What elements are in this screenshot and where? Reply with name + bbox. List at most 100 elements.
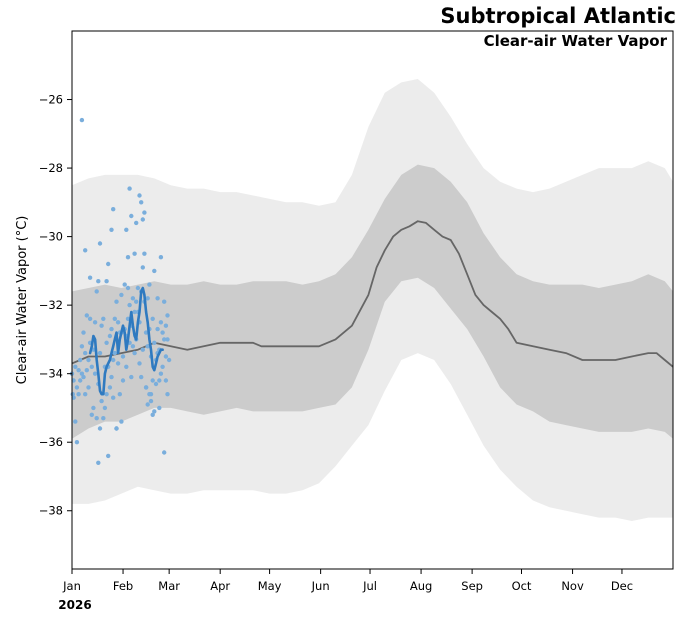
observation-point — [84, 368, 90, 373]
observation-point — [160, 330, 165, 335]
observation-point — [79, 371, 85, 376]
y-tick-label: −32 — [39, 298, 63, 312]
smoothed-2026-line — [88, 286, 164, 396]
observation-point — [76, 392, 81, 397]
observation-point — [83, 392, 88, 397]
year-label: 2026 — [58, 598, 91, 612]
observation-point — [84, 313, 90, 318]
observation-point — [127, 186, 132, 191]
observation-point — [140, 347, 145, 352]
observation-point — [86, 385, 91, 390]
observation-point — [129, 213, 134, 219]
observation-point — [134, 299, 139, 304]
observation-point — [148, 398, 154, 404]
observation-point — [87, 316, 93, 321]
x-tick-label: Dec — [611, 579, 633, 593]
observation-point — [165, 313, 170, 318]
observation-point — [127, 302, 132, 308]
observation-point — [99, 323, 104, 328]
x-tick-label: Oct — [512, 579, 532, 593]
climatology-line — [71, 220, 674, 368]
observation-point — [114, 299, 119, 304]
observation-point — [130, 296, 136, 301]
observation-point — [152, 409, 157, 414]
observation-point — [162, 450, 167, 455]
x-tick-label: Apr — [210, 579, 230, 593]
observation-point — [153, 381, 159, 387]
x-tick-label: May — [258, 579, 282, 593]
observation-point — [160, 364, 165, 369]
observation-point — [117, 392, 123, 397]
observation-point — [89, 412, 95, 417]
observation-point — [155, 326, 160, 332]
x-tick-label: Jun — [311, 579, 330, 593]
observation-point — [97, 426, 103, 431]
observation-point — [86, 357, 91, 363]
percentile-bands — [72, 79, 673, 521]
observation-point — [101, 416, 106, 421]
observation-point — [94, 289, 99, 294]
observation-point — [104, 392, 109, 397]
y-tick-label: −30 — [39, 230, 63, 244]
x-axis: Jan Feb Mar Apr May Jun Jul Aug Sep Oct Nov Dec — [62, 569, 633, 593]
observation-point — [111, 395, 116, 400]
observation-point — [158, 320, 164, 325]
observation-point — [74, 385, 80, 390]
observation-point — [130, 344, 136, 349]
y-tick-label: −28 — [39, 161, 63, 175]
x-tick-label: Jan — [62, 579, 81, 593]
observation-point — [124, 227, 129, 232]
observation-point — [124, 364, 129, 369]
x-tick-label: Feb — [113, 579, 133, 593]
observation-point — [162, 299, 167, 304]
chart-title: Subtropical Atlantic — [440, 4, 676, 28]
observation-point — [112, 350, 118, 356]
observation-point — [83, 248, 88, 253]
observation-point — [92, 320, 98, 325]
observation-point — [125, 255, 131, 260]
observation-point — [137, 193, 142, 198]
observation-point — [111, 207, 116, 212]
observation-point — [135, 285, 141, 291]
observation-point — [137, 361, 142, 366]
observation-point — [115, 361, 121, 366]
x-tick-label: Aug — [410, 579, 432, 593]
observation-point — [139, 200, 144, 205]
y-tick-label: −38 — [39, 504, 63, 518]
observation-point — [143, 330, 149, 335]
observation-point — [155, 296, 160, 301]
y-tick-label: −34 — [39, 367, 63, 381]
observation-point — [78, 378, 83, 383]
y-axis: −26 −28 −30 −32 −34 −36 −38 — [39, 93, 72, 518]
observation-point — [120, 378, 126, 383]
observation-point — [99, 398, 104, 404]
observation-point — [148, 392, 154, 397]
observation-point — [142, 251, 147, 256]
observation-point — [147, 282, 152, 287]
inner-percentile-band — [72, 164, 673, 439]
observation-point — [163, 354, 169, 359]
observation-point — [119, 292, 124, 298]
observation-point — [83, 350, 88, 356]
observation-point — [79, 117, 85, 123]
observation-point — [109, 227, 114, 232]
observation-point — [114, 426, 119, 431]
observation-point — [111, 357, 116, 363]
observation-point — [115, 320, 121, 325]
observation-point — [122, 282, 127, 287]
observation-point — [96, 460, 101, 465]
observation-point — [120, 354, 126, 359]
observation-point — [157, 378, 162, 383]
observation-point — [145, 296, 150, 301]
observation-point — [109, 374, 114, 380]
observation-point — [109, 326, 114, 332]
observation-point — [143, 385, 149, 390]
observation-point — [152, 340, 157, 345]
observation-point — [107, 385, 113, 390]
y-tick-label: −36 — [39, 435, 63, 449]
observation-point — [104, 279, 109, 284]
observation-point — [142, 210, 147, 215]
y-tick-label: −26 — [39, 93, 63, 107]
observation-point — [152, 268, 157, 274]
observation-point — [132, 350, 137, 356]
